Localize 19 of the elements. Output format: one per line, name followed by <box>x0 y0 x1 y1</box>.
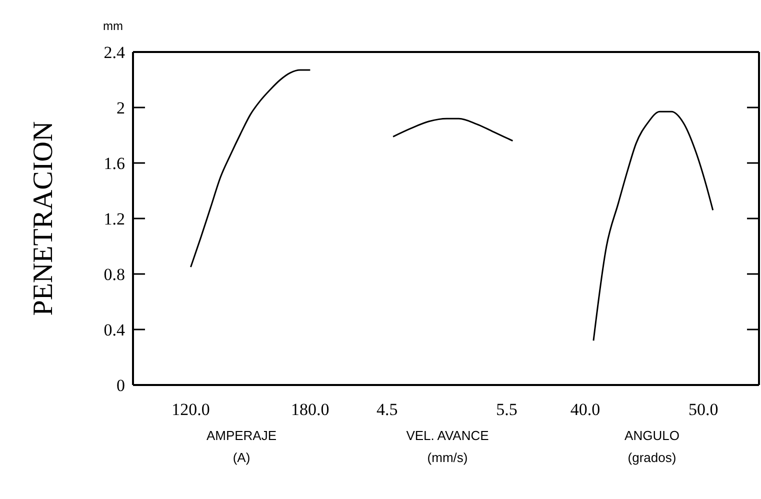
x-tick-label: 4.5 <box>376 400 398 419</box>
y-tick-label: 1.2 <box>104 209 125 228</box>
y-axis-title: PENETRACION <box>28 121 59 316</box>
y-tick-label: 1.6 <box>104 154 125 173</box>
y-tick-label: 0.4 <box>104 320 126 340</box>
y-tick-label: 2 <box>116 98 125 118</box>
x-tick-label: 180.0 <box>291 400 330 419</box>
x-tick-label: 120.0 <box>172 400 210 419</box>
y-tick-label: 2.4 <box>104 42 126 62</box>
text: mm <box>103 19 123 33</box>
x-axis-title: AMPERAJE (A) <box>206 428 277 465</box>
x-tick-label: 50.0 <box>688 400 718 419</box>
x-axis-title: ANGULO (grados) <box>624 428 680 465</box>
y-tick-label: 0.8 <box>104 264 125 284</box>
x-tick-label: 40.0 <box>570 400 600 419</box>
y-tick-label: 0 <box>116 376 125 395</box>
x-axis-title: VEL. AVANCE (mm/s) <box>406 428 490 465</box>
line-series <box>190 69 311 268</box>
x-tick-label: 5.5 <box>496 400 518 419</box>
